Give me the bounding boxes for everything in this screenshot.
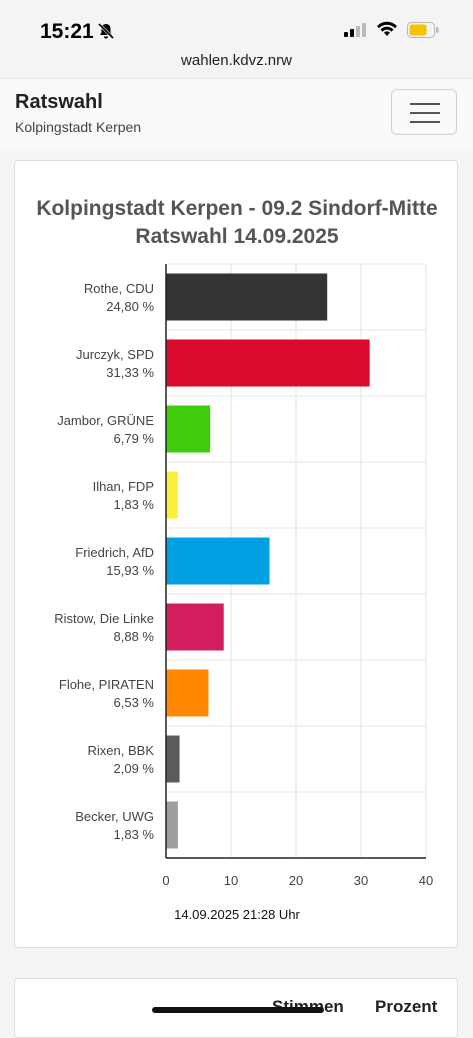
bar-6 bbox=[166, 669, 209, 717]
hamburger-menu-button[interactable] bbox=[391, 89, 457, 135]
battery-icon bbox=[407, 22, 439, 38]
bar-value-label: 31,33 % bbox=[106, 365, 154, 380]
bar-value-label: 6,79 % bbox=[114, 431, 155, 446]
bar-category-label: Jurczyk, SPD bbox=[76, 347, 154, 362]
bar-value-label: 1,83 % bbox=[114, 497, 155, 512]
bar-category-label: Friedrich, AfD bbox=[75, 545, 154, 560]
bar-category-label: Rothe, CDU bbox=[84, 281, 154, 296]
chart-card: Kolpingstadt Kerpen - 09.2 Sindorf-Mitte… bbox=[14, 160, 458, 948]
bell-muted-icon bbox=[97, 22, 115, 40]
address-bar-url[interactable]: wahlen.kdvz.nrw bbox=[181, 52, 292, 69]
bar-value-label: 1,83 % bbox=[114, 827, 155, 842]
bar-0 bbox=[166, 273, 328, 321]
x-tick-label: 40 bbox=[419, 873, 433, 888]
bar-category-label: Ilhan, FDP bbox=[93, 479, 154, 494]
chart-title-line1: Kolpingstadt Kerpen - 09.2 Sindorf-Mitte bbox=[36, 197, 438, 220]
status-time: 15:21 bbox=[40, 20, 94, 43]
status-bar: 15:21 wahlen.kdvz.nrw bbox=[0, 0, 473, 78]
bar-2 bbox=[166, 405, 211, 453]
bar-value-label: 6,53 % bbox=[114, 695, 155, 710]
bar-1 bbox=[166, 339, 370, 387]
bar-3 bbox=[166, 471, 178, 519]
navbar: Ratswahl Kolpingstadt Kerpen bbox=[0, 78, 473, 151]
x-tick-label: 30 bbox=[354, 873, 368, 888]
hamburger-icon-bar bbox=[410, 112, 440, 114]
x-tick-label: 0 bbox=[162, 873, 169, 888]
column-header-prozent[interactable]: Prozent bbox=[375, 997, 438, 1016]
chart-title-line2: Ratswahl 14.09.2025 bbox=[135, 225, 339, 248]
home-indicator bbox=[152, 1007, 324, 1013]
bar-4 bbox=[166, 537, 270, 585]
bar-category-label: Ristow, Die Linke bbox=[54, 611, 154, 626]
bar-7 bbox=[166, 735, 180, 783]
bar-value-label: 24,80 % bbox=[106, 299, 154, 314]
bar-category-label: Jambor, GRÜNE bbox=[57, 413, 154, 428]
bar-chart: Rothe, CDU 24,80 % Jurczyk, SPD 31,33 % Jamb… bbox=[54, 263, 433, 888]
hamburger-icon-bar bbox=[410, 121, 440, 123]
chart-timestamp: 14.09.2025 21:28 Uhr bbox=[174, 907, 300, 922]
x-tick-label: 20 bbox=[289, 873, 303, 888]
bar-value-label: 15,93 % bbox=[106, 563, 154, 578]
brand-title[interactable]: Ratswahl bbox=[15, 91, 103, 113]
cellular-signal-icon bbox=[344, 23, 366, 37]
bar-5 bbox=[166, 603, 224, 651]
bar-value-label: 2,09 % bbox=[114, 761, 155, 776]
x-tick-label: 10 bbox=[224, 873, 238, 888]
bar-category-label: Becker, UWG bbox=[75, 809, 154, 824]
bar-category-label: Rixen, BBK bbox=[88, 743, 155, 758]
brand-subtitle: Kolpingstadt Kerpen bbox=[15, 119, 142, 135]
bar-value-label: 8,88 % bbox=[114, 629, 155, 644]
hamburger-icon-bar bbox=[410, 103, 440, 105]
bar-category-label: Flohe, PIRATEN bbox=[59, 677, 154, 692]
wifi-icon bbox=[377, 21, 397, 36]
bar-8 bbox=[166, 801, 178, 849]
